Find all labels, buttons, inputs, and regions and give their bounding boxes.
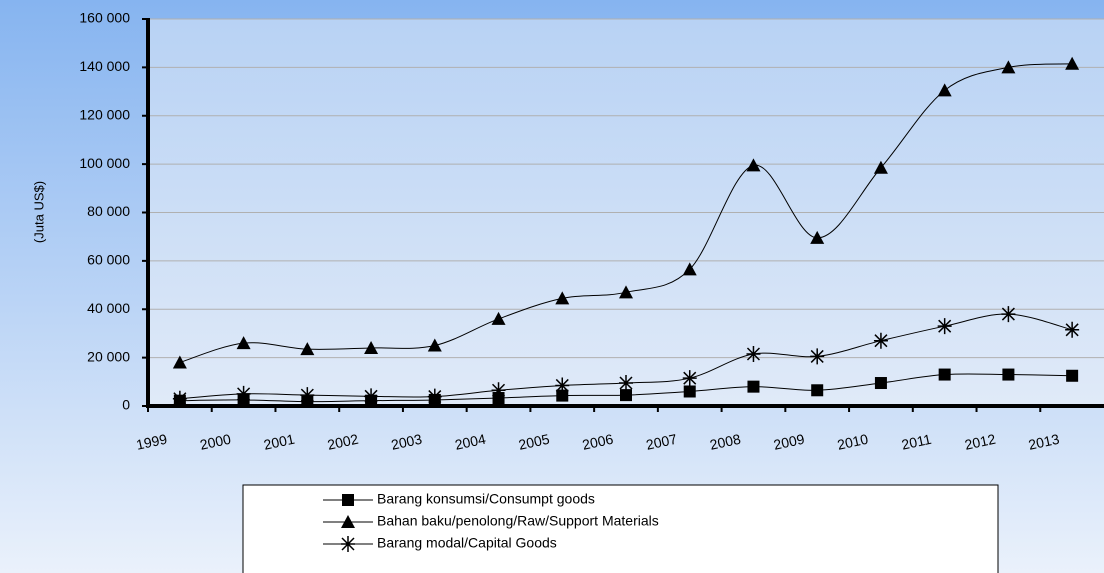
x-tick-label: 2007 xyxy=(645,431,679,453)
series-line xyxy=(179,373,1073,403)
marker xyxy=(300,342,315,356)
grid xyxy=(148,18,1104,359)
marker xyxy=(682,370,697,387)
marker xyxy=(364,340,379,354)
marker xyxy=(300,387,315,404)
marker xyxy=(1001,60,1016,74)
marker xyxy=(491,311,506,325)
marker xyxy=(172,390,187,407)
marker xyxy=(873,160,888,174)
x-tick-label: 2004 xyxy=(453,431,487,453)
x-tick-label: 2006 xyxy=(581,431,615,453)
marker xyxy=(342,494,354,506)
y-tick-label: 100 000 xyxy=(79,155,130,171)
marker xyxy=(747,380,760,393)
y-tick-label: 120 000 xyxy=(79,106,130,122)
y-tick-label: 160 000 xyxy=(79,10,130,26)
marker xyxy=(937,318,952,335)
marker xyxy=(1066,369,1079,382)
marker xyxy=(172,355,187,369)
marker xyxy=(236,385,251,402)
marker xyxy=(620,389,632,402)
marker xyxy=(682,262,697,276)
legend-label: Barang konsumsi/Consumpt goods xyxy=(377,491,595,507)
y-tick-label: 80 000 xyxy=(87,203,130,219)
x-tick-label: 2009 xyxy=(772,431,806,453)
marker xyxy=(555,377,570,394)
marker xyxy=(937,83,952,97)
x-tick-label: 2005 xyxy=(517,431,551,453)
x-tick-label: 2013 xyxy=(1027,431,1061,453)
plot xyxy=(172,56,1080,408)
series-line xyxy=(179,63,1073,363)
marker xyxy=(555,291,570,305)
marker xyxy=(1065,56,1080,70)
x-tick-label: 2000 xyxy=(198,431,232,453)
legend-label: Bahan baku/penolong/Raw/Support Material… xyxy=(377,513,659,529)
series-line xyxy=(179,313,1073,400)
marker xyxy=(810,348,825,365)
marker xyxy=(491,382,506,399)
marker xyxy=(341,536,355,552)
y-tick-label: 40 000 xyxy=(87,300,130,316)
y-tick-label: 140 000 xyxy=(79,58,130,74)
x-tick-label: 2011 xyxy=(900,431,933,453)
marker xyxy=(811,384,824,397)
marker xyxy=(364,388,379,405)
y-tick-label: 20 000 xyxy=(87,348,130,364)
marker xyxy=(810,230,825,244)
marker xyxy=(746,345,761,362)
x-tick-label: 1999 xyxy=(135,431,169,453)
marker xyxy=(746,158,761,172)
marker xyxy=(938,368,951,381)
marker xyxy=(427,388,442,405)
marker xyxy=(619,285,633,299)
marker xyxy=(683,385,696,398)
x-tick-label: 2008 xyxy=(708,431,742,453)
marker xyxy=(341,515,355,528)
marker xyxy=(873,332,888,349)
x-tick-label: 2012 xyxy=(963,431,997,453)
x-tick-label: 2003 xyxy=(390,431,424,453)
x-tick-label: 2001 xyxy=(262,431,296,453)
marker xyxy=(427,338,442,352)
marker xyxy=(619,375,633,392)
y-tick-label: 0 xyxy=(122,397,130,413)
x-tick-label: 2010 xyxy=(836,431,870,453)
legend-label: Barang modal/Capital Goods xyxy=(377,535,557,551)
marker xyxy=(1001,306,1016,323)
marker xyxy=(874,377,887,390)
marker xyxy=(236,336,251,350)
y-axis-label: (Juta US$) xyxy=(31,181,46,243)
marker xyxy=(1002,368,1015,381)
legend xyxy=(242,484,999,573)
marker xyxy=(556,389,569,402)
y-tick-label: 60 000 xyxy=(87,252,130,268)
x-tick-label: 2002 xyxy=(326,431,360,453)
marker xyxy=(1065,321,1080,338)
